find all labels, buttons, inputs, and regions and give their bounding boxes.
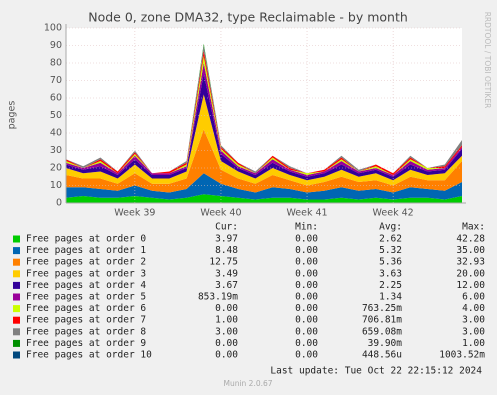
stat-value: 3.67 <box>215 280 238 291</box>
stat-value: 1.00 <box>215 315 238 326</box>
stat-value: 3.00 <box>462 326 485 337</box>
stat-value: 3.00 <box>215 326 238 337</box>
x-tick-label: Week 41 <box>286 208 327 219</box>
stat-header: Avg: <box>379 222 402 233</box>
legend-swatch <box>13 235 20 243</box>
stat-value: 35.00 <box>456 245 485 256</box>
stat-value: 20.00 <box>456 268 485 279</box>
stat-value: 0.00 <box>295 257 318 268</box>
stat-value: 42.28 <box>456 234 485 245</box>
stat-value: 12.75 <box>209 257 238 268</box>
stat-value: 0.00 <box>295 350 318 361</box>
y-tick-label: 50 <box>50 110 62 121</box>
last-update: Last update: Tue Oct 22 22:15:12 2024 <box>270 366 482 377</box>
y-axis-label: pages <box>7 101 18 130</box>
stat-value: 0.00 <box>215 303 238 314</box>
stat-value: 0.00 <box>215 350 238 361</box>
legend-swatch <box>13 351 20 359</box>
area <box>66 73 462 181</box>
legend-label: Free pages at order 6 <box>26 303 146 314</box>
stat-header: Cur: <box>215 222 238 233</box>
stat-value: 0.00 <box>295 245 318 256</box>
stat-value: 3.49 <box>215 268 238 279</box>
y-tick-label: 100 <box>44 23 62 34</box>
legend-swatch <box>13 281 20 289</box>
y-tick-label: 60 <box>50 93 62 104</box>
stat-value: 6.00 <box>462 292 485 303</box>
stat-value: 32.93 <box>456 257 485 268</box>
stat-value: 0.00 <box>295 303 318 314</box>
stat-value: 0.00 <box>215 338 238 349</box>
area <box>66 94 462 186</box>
chart-title: Node 0, zone DMA32, type Reclaimable - b… <box>88 10 408 25</box>
legend-swatch <box>13 293 20 301</box>
stat-value: 0.00 <box>295 338 318 349</box>
x-tick-label: Week 39 <box>114 208 155 219</box>
stat-value: 0.00 <box>295 315 318 326</box>
legend-label: Free pages at order 0 <box>26 234 146 245</box>
legend-swatch <box>13 339 20 347</box>
y-tick-label: 20 <box>50 163 62 174</box>
legend-label: Free pages at order 10 <box>26 350 152 361</box>
legend-label: Free pages at order 7 <box>26 315 146 326</box>
stat-value: 853.19m <box>198 292 238 303</box>
stat-value: 2.62 <box>379 234 402 245</box>
legend-label: Free pages at order 4 <box>26 280 146 291</box>
stat-value: 4.00 <box>462 303 485 314</box>
footer: Munin 2.0.67 <box>223 379 272 388</box>
stat-value: 0.00 <box>295 234 318 245</box>
legend-swatch <box>13 305 20 313</box>
y-tick-label: 70 <box>50 75 62 86</box>
legend-label: Free pages at order 5 <box>26 292 146 303</box>
y-tick-label: 10 <box>50 180 62 191</box>
stat-value: 5.36 <box>379 257 402 268</box>
stat-value: 1.34 <box>379 292 402 303</box>
stat-value: 2.25 <box>379 280 402 291</box>
stat-value: 0.00 <box>295 280 318 291</box>
stat-header: Max: <box>462 222 485 233</box>
legend-swatch <box>13 270 20 278</box>
stat-value: 3.97 <box>215 234 238 245</box>
stat-value: 0.00 <box>295 292 318 303</box>
stat-value: 448.56u <box>362 350 402 361</box>
area <box>66 173 462 200</box>
stat-value: 0.00 <box>295 268 318 279</box>
legend-swatch <box>13 328 20 336</box>
y-tick-label: 30 <box>50 145 62 156</box>
area <box>66 129 462 193</box>
stat-value: 1.00 <box>462 338 485 349</box>
area <box>66 194 462 203</box>
stat-value: 3.63 <box>379 268 402 279</box>
legend-swatch <box>13 247 20 255</box>
legend-label: Free pages at order 2 <box>26 257 146 268</box>
legend-label: Free pages at order 8 <box>26 326 146 337</box>
stat-value: 12.00 <box>456 280 485 291</box>
stat-header: Min: <box>295 222 318 233</box>
legend-swatch <box>13 316 20 324</box>
y-tick-label: 40 <box>50 128 62 139</box>
legend-label: Free pages at order 9 <box>26 338 146 349</box>
stat-value: 3.00 <box>462 315 485 326</box>
stat-value: 8.48 <box>215 245 238 256</box>
watermark: RRDTOOL / TOBI OETIKER <box>483 12 492 109</box>
stat-value: 1003.52m <box>439 350 485 361</box>
y-tick-label: 0 <box>56 198 62 209</box>
stat-value: 39.90m <box>368 338 403 349</box>
legend-label: Free pages at order 1 <box>26 245 146 256</box>
legend-label: Free pages at order 3 <box>26 268 146 279</box>
stat-value: 659.08m <box>362 326 402 337</box>
stat-value: 763.25m <box>362 303 402 314</box>
stat-value: 0.00 <box>295 326 318 337</box>
x-tick-label: Week 42 <box>373 208 414 219</box>
y-tick-label: 90 <box>50 40 62 51</box>
stat-value: 706.81m <box>362 315 402 326</box>
y-tick-label: 80 <box>50 58 62 69</box>
stat-value: 5.32 <box>379 245 402 256</box>
x-tick-label: Week 40 <box>200 208 241 219</box>
legend-swatch <box>13 258 20 266</box>
